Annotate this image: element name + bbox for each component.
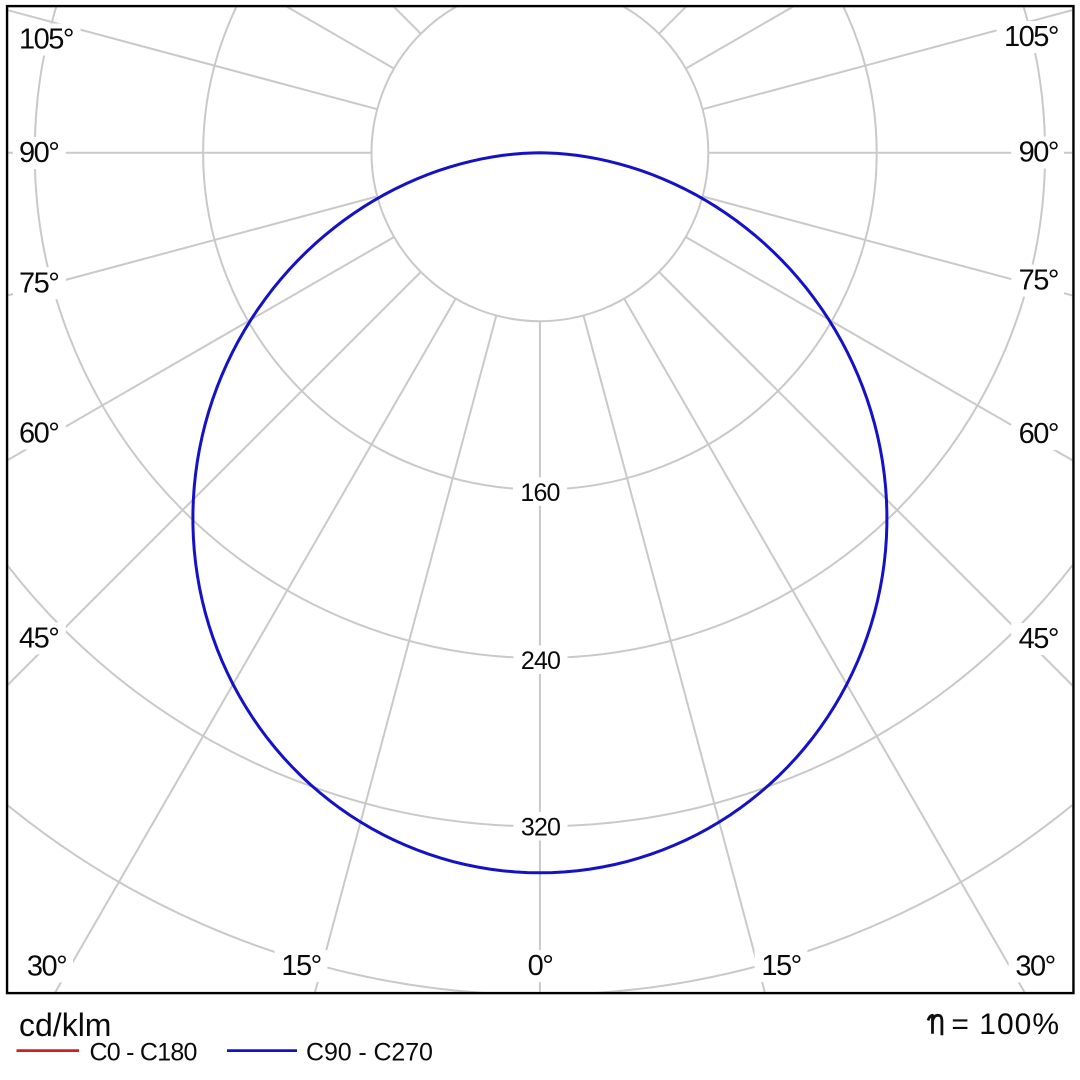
svg-text:90°: 90° <box>19 137 58 169</box>
svg-text:240: 240 <box>521 647 560 675</box>
svg-text:0°: 0° <box>528 950 553 982</box>
svg-text:30°: 30° <box>1015 950 1054 982</box>
svg-text:60°: 60° <box>19 418 58 450</box>
svg-text:30°: 30° <box>27 950 66 982</box>
svg-text:45°: 45° <box>1019 623 1058 655</box>
svg-text:15°: 15° <box>761 950 800 982</box>
svg-text:45°: 45° <box>19 622 58 654</box>
svg-text:75°: 75° <box>19 267 58 299</box>
svg-text:90°: 90° <box>1019 137 1058 169</box>
svg-text:320: 320 <box>521 814 560 842</box>
svg-text:C90 - C270: C90 - C270 <box>306 1039 433 1067</box>
svg-text:160: 160 <box>520 479 559 507</box>
svg-text:= 100%: = 100% <box>951 1008 1060 1041</box>
svg-text:C0 - C180: C0 - C180 <box>90 1039 197 1067</box>
svg-text:15°: 15° <box>281 950 320 982</box>
svg-text:105°: 105° <box>1004 21 1058 53</box>
svg-text:75°: 75° <box>1019 265 1058 297</box>
svg-text:cd/klm: cd/klm <box>19 1007 111 1043</box>
svg-text:105°: 105° <box>19 24 73 56</box>
svg-text:60°: 60° <box>1019 418 1058 450</box>
